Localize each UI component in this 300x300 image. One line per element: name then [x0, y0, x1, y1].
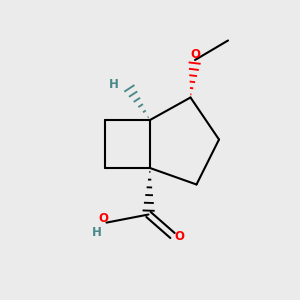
Text: O: O: [190, 48, 200, 61]
Text: O: O: [98, 212, 109, 226]
Text: H: H: [92, 226, 102, 239]
Text: O: O: [174, 230, 184, 244]
Text: H: H: [109, 77, 119, 91]
